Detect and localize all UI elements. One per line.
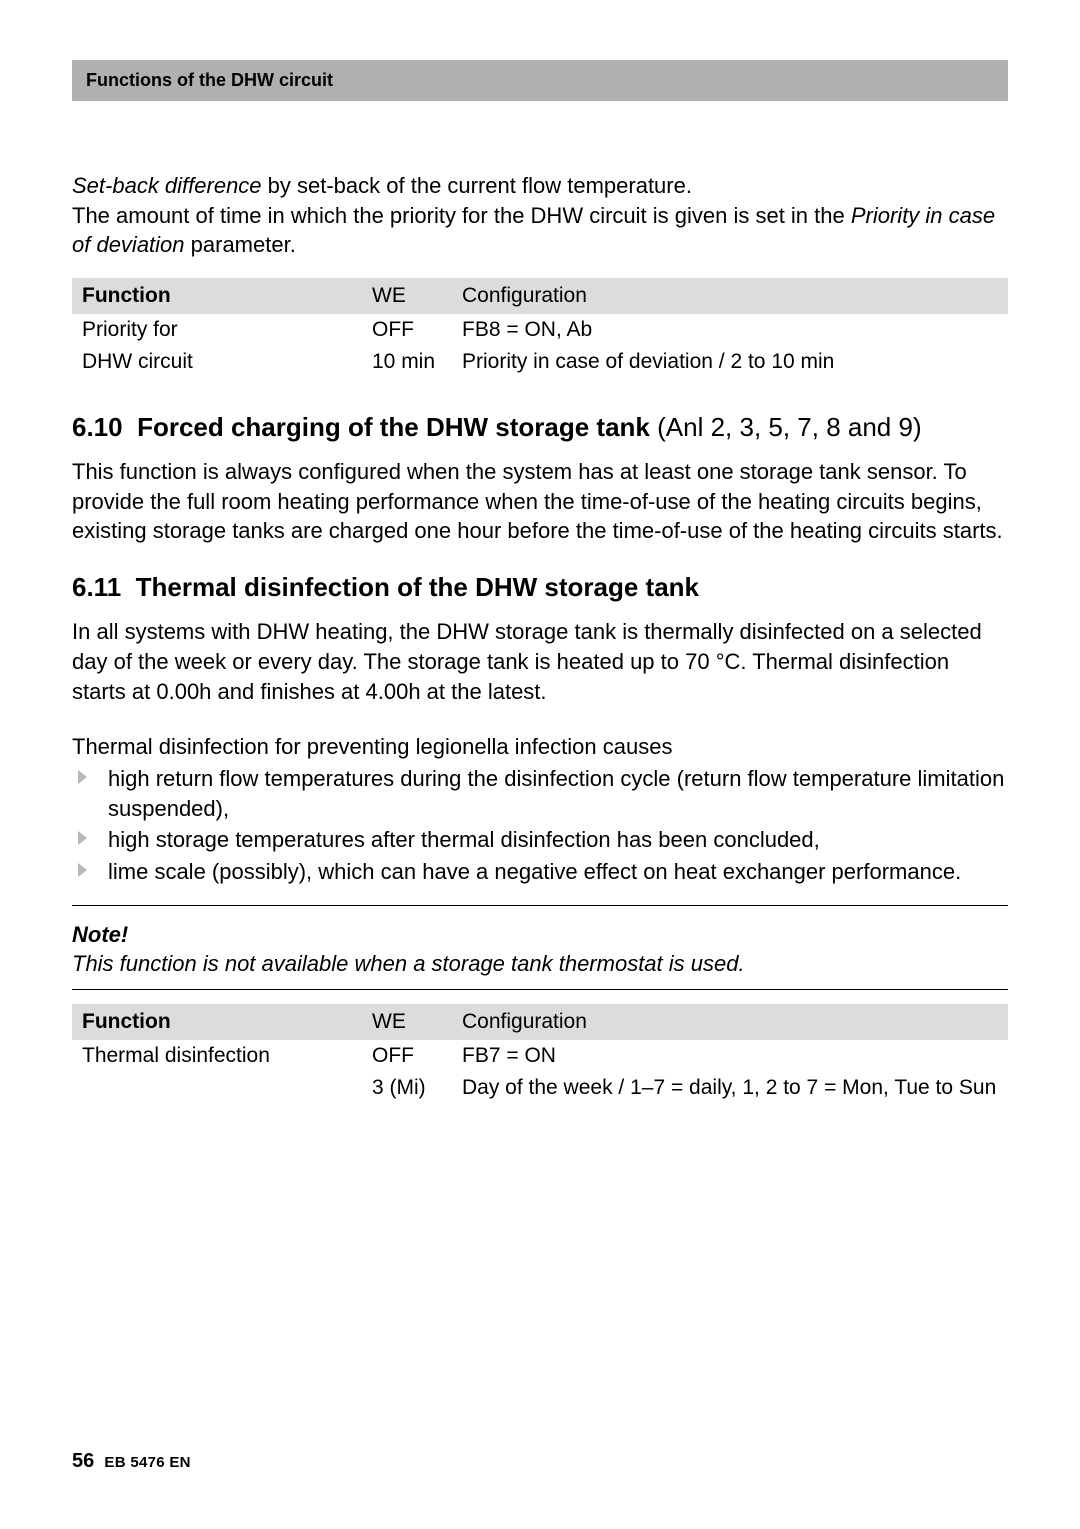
table-row: 3 (Mi) Day of the week / 1–7 = daily, 1,… (72, 1072, 1008, 1104)
cell-config: FB7 = ON (452, 1040, 1008, 1072)
section-heading-611: 6.11 Thermal disinfection of the DHW sto… (72, 572, 1008, 603)
section-header-bar: Functions of the DHW circuit (72, 60, 1008, 101)
col-header-we: WE (362, 1004, 452, 1040)
section-611-para1: In all systems with DHW heating, the DHW… (72, 617, 1008, 706)
intro-line2-part2: parameter. (185, 232, 296, 257)
table-header-row: Function WE Configuration (72, 278, 1008, 314)
section-title: Thermal disinfection of the DHW storage … (136, 572, 699, 602)
cell-we: 3 (Mi) (362, 1072, 452, 1104)
note-block: Note! This function is not available whe… (72, 920, 1008, 979)
priority-function-table: Function WE Configuration Priority for O… (72, 278, 1008, 378)
cell-we: 10 min (362, 346, 452, 378)
col-header-config: Configuration (452, 278, 1008, 314)
col-header-config: Configuration (452, 1004, 1008, 1040)
section-title: Forced charging of the DHW storage tank (137, 412, 650, 442)
document-id: EB 5476 EN (104, 1454, 190, 1471)
section-number: 6.11 (72, 572, 121, 602)
list-item: high return flow temperatures during the… (72, 764, 1008, 823)
table-row: DHW circuit 10 min Priority in case of d… (72, 346, 1008, 378)
cell-function (72, 1072, 362, 1104)
section-610-para: This function is always configured when … (72, 457, 1008, 546)
section-header-text: Functions of the DHW circuit (86, 70, 333, 90)
section-number: 6.10 (72, 412, 123, 442)
page-number: 56 (72, 1450, 94, 1472)
cell-function: DHW circuit (72, 346, 362, 378)
intro-line1-rest: by set-back of the current flow temperat… (262, 173, 692, 198)
note-text: This function is not available when a st… (72, 949, 1008, 979)
cell-we: OFF (362, 1040, 452, 1072)
bullet-list: high return flow temperatures during the… (72, 764, 1008, 887)
intro-line2-part1: The amount of time in which the priority… (72, 203, 851, 228)
cell-function: Priority for (72, 314, 362, 346)
list-item: high storage temperatures after thermal … (72, 825, 1008, 855)
list-item: lime scale (possibly), which can have a … (72, 857, 1008, 887)
divider (72, 905, 1008, 906)
table-header-row: Function WE Configuration (72, 1004, 1008, 1040)
cell-we: OFF (362, 314, 452, 346)
intro-setback-term: Set-back difference (72, 173, 262, 198)
section-heading-610: 6.10 Forced charging of the DHW storage … (72, 412, 1008, 443)
col-header-we: WE (362, 278, 452, 314)
section-anl: (Anl 2, 3, 5, 7, 8 and 9) (650, 412, 922, 442)
cell-config: Day of the week / 1–7 = daily, 1, 2 to 7… (452, 1072, 1008, 1104)
table-row: Priority for OFF FB8 = ON, Ab (72, 314, 1008, 346)
cell-function: Thermal disinfection (72, 1040, 362, 1072)
bullet-intro: Thermal disinfection for preventing legi… (72, 732, 1008, 762)
col-header-function: Function (72, 1004, 362, 1040)
page-content: Functions of the DHW circuit Set-back di… (0, 0, 1080, 1178)
note-label: Note! (72, 920, 1008, 950)
divider (72, 989, 1008, 990)
thermal-disinfection-table: Function WE Configuration Thermal disinf… (72, 1004, 1008, 1104)
intro-paragraph: Set-back difference by set-back of the c… (72, 171, 1008, 260)
page-footer: 56 EB 5476 EN (72, 1450, 191, 1473)
col-header-function: Function (72, 278, 362, 314)
cell-config: Priority in case of deviation / 2 to 10 … (452, 346, 1008, 378)
cell-config: FB8 = ON, Ab (452, 314, 1008, 346)
table-row: Thermal disinfection OFF FB7 = ON (72, 1040, 1008, 1072)
